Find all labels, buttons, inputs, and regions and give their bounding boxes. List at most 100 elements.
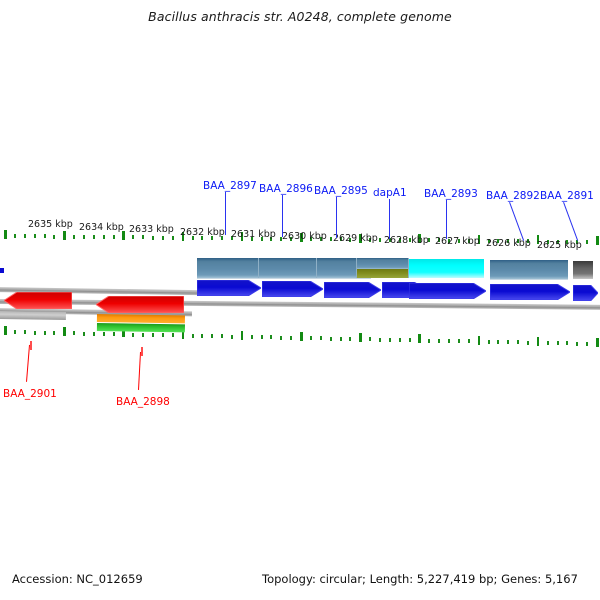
- upper-tick: [369, 237, 372, 242]
- upper-tick: [181, 231, 185, 241]
- lower-tick: [73, 331, 76, 336]
- gene-label-baa_2892[interactable]: BAA_2892: [486, 190, 540, 202]
- gene-label-baa_2891[interactable]: BAA_2891: [540, 190, 594, 202]
- ruler-label: 2625 kbp: [537, 240, 582, 251]
- feature-box-baa_2896[interactable]: [258, 258, 316, 279]
- lower-tick: [4, 326, 7, 335]
- lower-tick: [23, 330, 26, 335]
- gene-label-baa_2896[interactable]: BAA_2896: [259, 183, 313, 195]
- lower-tick: [181, 329, 185, 339]
- lower-tick: [359, 333, 362, 343]
- upper-tick: [477, 234, 481, 244]
- upper-tick: [201, 236, 204, 240]
- upper-tick: [329, 237, 332, 242]
- lower-tick: [250, 335, 253, 339]
- ruler-label: 2629 kbp: [333, 233, 378, 244]
- upper-tick: [497, 239, 500, 243]
- feature-box-separator: [356, 258, 357, 278]
- feature-box-baa_2892[interactable]: [490, 260, 568, 280]
- lower-tick: [270, 335, 273, 340]
- gene-label-baa_2898[interactable]: BAA_2898: [116, 396, 170, 408]
- upper-tick: [33, 234, 36, 239]
- upper-tick: [507, 239, 510, 244]
- upper-tick: [596, 236, 599, 245]
- lower-tick: [319, 336, 322, 341]
- lower-tick: [122, 328, 125, 338]
- upper-tick: [448, 238, 450, 243]
- upper-tick: [73, 234, 76, 239]
- upper-tick: [260, 236, 263, 241]
- upper-tick: [132, 235, 135, 240]
- lower-tick: [378, 337, 381, 342]
- lower-tick: [63, 327, 66, 337]
- lower-tick: [161, 333, 164, 338]
- feature-box-baa_2893[interactable]: [408, 259, 484, 278]
- genome-summary-text: Topology: circular; Length: 5,227,419 bp…: [262, 572, 578, 586]
- upper-tick: [536, 235, 540, 245]
- feature-arrow-baa_2895-arrow[interactable]: [324, 282, 381, 298]
- upper-tick: [53, 234, 56, 239]
- gene-label-dapa1[interactable]: dapA1: [373, 187, 407, 199]
- feature-box-baa_2891[interactable]: [573, 261, 593, 279]
- lower-tick: [43, 330, 46, 335]
- feature-box-separator: [408, 258, 409, 278]
- upper-tick: [398, 238, 401, 242]
- feature-arrow-baa_2891-arrow[interactable]: [573, 285, 598, 301]
- upper-tick: [122, 231, 125, 241]
- lower-tick: [388, 337, 391, 342]
- upper-tick: [23, 234, 26, 239]
- lower-tick: [497, 340, 500, 344]
- lower-tick: [487, 339, 490, 344]
- upper-tick: [319, 237, 322, 242]
- ruler-label: 2627 kbp: [435, 236, 480, 247]
- feature-arrow-baa_2896-arrow[interactable]: [262, 281, 323, 297]
- lower-tick: [152, 333, 154, 337]
- lower-tick: [408, 338, 411, 343]
- gene-label-baa_2901[interactable]: BAA_2901: [3, 388, 57, 400]
- upper-tick: [467, 238, 470, 243]
- lower-tick: [566, 341, 569, 346]
- gene-label-baa_2897[interactable]: BAA_2897: [203, 180, 257, 192]
- feature-arrow-baa_2892-arrow[interactable]: [490, 284, 570, 300]
- lower-tick: [586, 341, 589, 346]
- gene-label-baa_2893[interactable]: BAA_2893: [424, 188, 478, 200]
- lower-tick: [191, 333, 194, 338]
- lower-tick: [92, 331, 95, 336]
- lower-red-tick: [30, 341, 32, 350]
- feature-arrow-baa_2901-arrow[interactable]: [4, 292, 72, 309]
- lower-tick: [82, 331, 85, 336]
- upper-tick: [161, 235, 164, 240]
- upper-tick: [102, 235, 105, 239]
- feature-arrow-baa_2898-arrow[interactable]: [96, 296, 184, 313]
- feature-arrow-left-edge-stub[interactable]: [0, 268, 4, 273]
- feature-arrow-baa_2897-arrow[interactable]: [197, 280, 261, 296]
- ruler-label: 2631 kbp: [231, 229, 276, 240]
- upper-tick: [171, 235, 174, 240]
- upper-tick: [339, 237, 342, 242]
- ruler-label: 2635 kbp: [28, 219, 73, 230]
- ruler-label: 2632 kbp: [180, 227, 225, 238]
- feature-arrow-baa_2893-arrow[interactable]: [409, 283, 486, 299]
- lower-tick: [13, 330, 16, 335]
- upper-tick: [92, 234, 95, 239]
- gene-label-baa_2895[interactable]: BAA_2895: [314, 185, 368, 197]
- lower-tick: [349, 337, 352, 341]
- lower-tick: [309, 336, 312, 341]
- lower-tick: [507, 340, 510, 345]
- upper-tick: [230, 236, 233, 241]
- feature-box-baa_2897[interactable]: [197, 258, 258, 279]
- upper-tick: [349, 237, 352, 242]
- upper-tick: [546, 239, 549, 244]
- feature-box-separator: [316, 258, 317, 278]
- upper-tick: [359, 233, 362, 243]
- upper-tick: [438, 238, 441, 243]
- lower-tick: [438, 338, 441, 343]
- lower-tick: [477, 335, 481, 345]
- feature-box-dapa1[interactable]: [356, 258, 408, 278]
- lower-tick: [576, 341, 579, 346]
- lower-tick: [418, 334, 421, 344]
- upper-tick: [526, 239, 529, 244]
- lower-tick: [260, 335, 263, 340]
